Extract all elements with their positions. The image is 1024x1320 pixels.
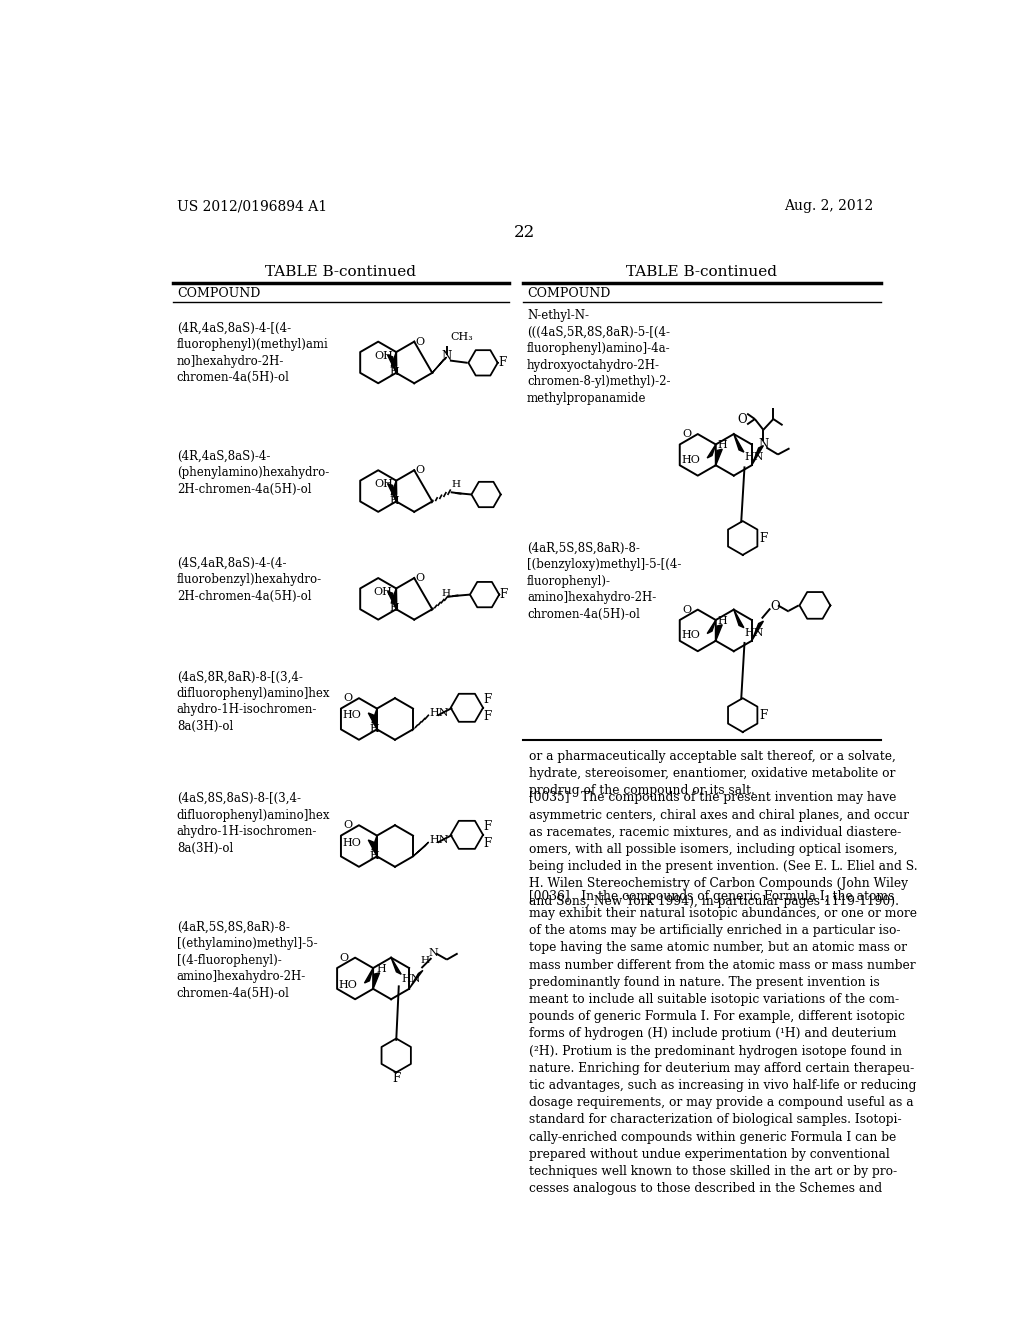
Text: N: N: [428, 949, 438, 958]
Text: F: F: [483, 693, 492, 706]
Polygon shape: [391, 589, 396, 603]
Text: 22: 22: [514, 224, 536, 240]
Text: [0035]   The compounds of the present invention may have
asymmetric centers, chi: [0035] The compounds of the present inve…: [529, 792, 919, 908]
Text: (4S,4aR,8aS)-4-(4-
fluorobenzyl)hexahydro-
2H-chromen-4a(5H)-ol: (4S,4aR,8aS)-4-(4- fluorobenzyl)hexahydr…: [177, 557, 322, 602]
Text: HO: HO: [339, 979, 357, 990]
Text: (4aS,8R,8aR)-8-[(3,4-
difluorophenyl)amino]hex
ahydro-1H-isochromen-
8a(3H)-ol: (4aS,8R,8aR)-8-[(3,4- difluorophenyl)ami…: [177, 671, 331, 733]
Polygon shape: [410, 970, 423, 989]
Polygon shape: [365, 968, 373, 983]
Text: N: N: [441, 350, 452, 363]
Polygon shape: [413, 842, 429, 857]
Text: [0036]   In the compounds of generic Formula I, the atoms
may exhibit their natu: [0036] In the compounds of generic Formu…: [529, 890, 918, 1196]
Polygon shape: [372, 836, 377, 850]
Text: O: O: [340, 953, 349, 962]
Text: HN: HN: [401, 974, 422, 985]
Text: Aug. 2, 2012: Aug. 2, 2012: [783, 199, 872, 213]
Text: HO: HO: [682, 631, 700, 640]
Polygon shape: [369, 713, 377, 730]
Text: F: F: [500, 589, 508, 601]
Text: US 2012/0196894 A1: US 2012/0196894 A1: [177, 199, 327, 213]
Polygon shape: [734, 610, 743, 628]
Text: H: H: [441, 589, 451, 598]
Text: TABLE B-continued: TABLE B-continued: [627, 265, 777, 280]
Text: O: O: [416, 337, 425, 347]
Text: O: O: [770, 601, 779, 614]
Text: HO: HO: [682, 455, 700, 465]
Text: CH₃: CH₃: [451, 333, 473, 342]
Text: H: H: [389, 367, 398, 378]
Text: (4aS,8S,8aS)-8-[(3,4-
difluorophenyl)amino]hex
ahydro-1H-isochromen-
8a(3H)-ol: (4aS,8S,8aS)-8-[(3,4- difluorophenyl)ami…: [177, 792, 331, 854]
Polygon shape: [387, 483, 396, 502]
Text: O: O: [344, 820, 353, 830]
Text: F: F: [760, 532, 768, 545]
Text: HN: HN: [744, 628, 764, 638]
Text: O: O: [416, 573, 425, 583]
Text: H: H: [452, 480, 461, 490]
Text: O: O: [682, 605, 691, 615]
Polygon shape: [387, 591, 396, 610]
Text: O: O: [416, 465, 425, 475]
Polygon shape: [708, 620, 716, 634]
Text: F: F: [483, 837, 492, 850]
Text: H: H: [389, 496, 398, 506]
Text: OH: OH: [374, 587, 392, 597]
Text: HO: HO: [343, 838, 361, 847]
Polygon shape: [716, 624, 722, 640]
Polygon shape: [373, 973, 380, 989]
Text: HO: HO: [343, 710, 361, 721]
Text: COMPOUND: COMPOUND: [177, 288, 260, 301]
Polygon shape: [369, 840, 377, 857]
Text: O: O: [682, 429, 691, 440]
Text: (4aR,5S,8S,8aR)-8-
[(benzyloxy)methyl]-5-[(4-
fluorophenyl)-
amino]hexahydro-2H-: (4aR,5S,8S,8aR)-8- [(benzyloxy)methyl]-5…: [527, 543, 682, 620]
Text: H: H: [718, 441, 728, 450]
Text: H: H: [370, 723, 380, 734]
Text: or a pharmaceutically acceptable salt thereof, or a solvate,
hydrate, stereoisom: or a pharmaceutically acceptable salt th…: [529, 750, 896, 797]
Text: O: O: [344, 693, 353, 704]
Text: H: H: [370, 850, 380, 861]
Text: F: F: [498, 356, 507, 370]
Text: COMPOUND: COMPOUND: [527, 288, 610, 301]
Polygon shape: [432, 358, 446, 372]
Text: F: F: [483, 710, 492, 723]
Polygon shape: [752, 446, 764, 465]
Text: HN: HN: [744, 453, 764, 462]
Text: F: F: [392, 1072, 400, 1085]
Text: OH: OH: [375, 479, 393, 490]
Polygon shape: [372, 709, 377, 723]
Text: OH: OH: [375, 351, 393, 360]
Text: F: F: [483, 820, 492, 833]
Text: H: H: [389, 603, 398, 614]
Text: N-ethyl-N-
(((4aS,5R,8S,8aR)-5-[(4-
fluorophenyl)amino]-4a-
hydroxyoctahydro-2H-: N-ethyl-N- (((4aS,5R,8S,8aR)-5-[(4- fluo…: [527, 309, 671, 405]
Polygon shape: [708, 445, 716, 458]
Text: F: F: [760, 709, 768, 722]
Text: HN: HN: [429, 836, 449, 845]
Text: H: H: [718, 616, 728, 626]
Text: H: H: [420, 956, 429, 965]
Polygon shape: [387, 355, 396, 372]
Polygon shape: [391, 352, 396, 367]
Text: TABLE B-continued: TABLE B-continued: [265, 265, 417, 280]
Text: H: H: [376, 964, 386, 974]
Text: (4aR,5S,8S,8aR)-8-
[(ethylamino)methyl]-5-
[(4-fluorophenyl)-
amino]hexahydro-2H: (4aR,5S,8S,8aR)-8- [(ethylamino)methyl]-…: [177, 921, 317, 999]
Polygon shape: [391, 958, 401, 974]
Text: O: O: [737, 413, 748, 425]
Text: (4R,4aS,8aS)-4-
(phenylamino)hexahydro-
2H-chromen-4a(5H)-ol: (4R,4aS,8aS)-4- (phenylamino)hexahydro- …: [177, 449, 329, 495]
Text: N: N: [758, 438, 768, 451]
Polygon shape: [752, 622, 764, 640]
Text: (4R,4aS,8aS)-4-[(4-
fluorophenyl)(methyl)ami
no]hexahydro-2H-
chromen-4a(5H)-ol: (4R,4aS,8aS)-4-[(4- fluorophenyl)(methyl…: [177, 322, 329, 384]
Polygon shape: [734, 434, 743, 453]
Polygon shape: [716, 449, 722, 465]
Polygon shape: [391, 480, 396, 495]
Text: HN: HN: [429, 709, 449, 718]
